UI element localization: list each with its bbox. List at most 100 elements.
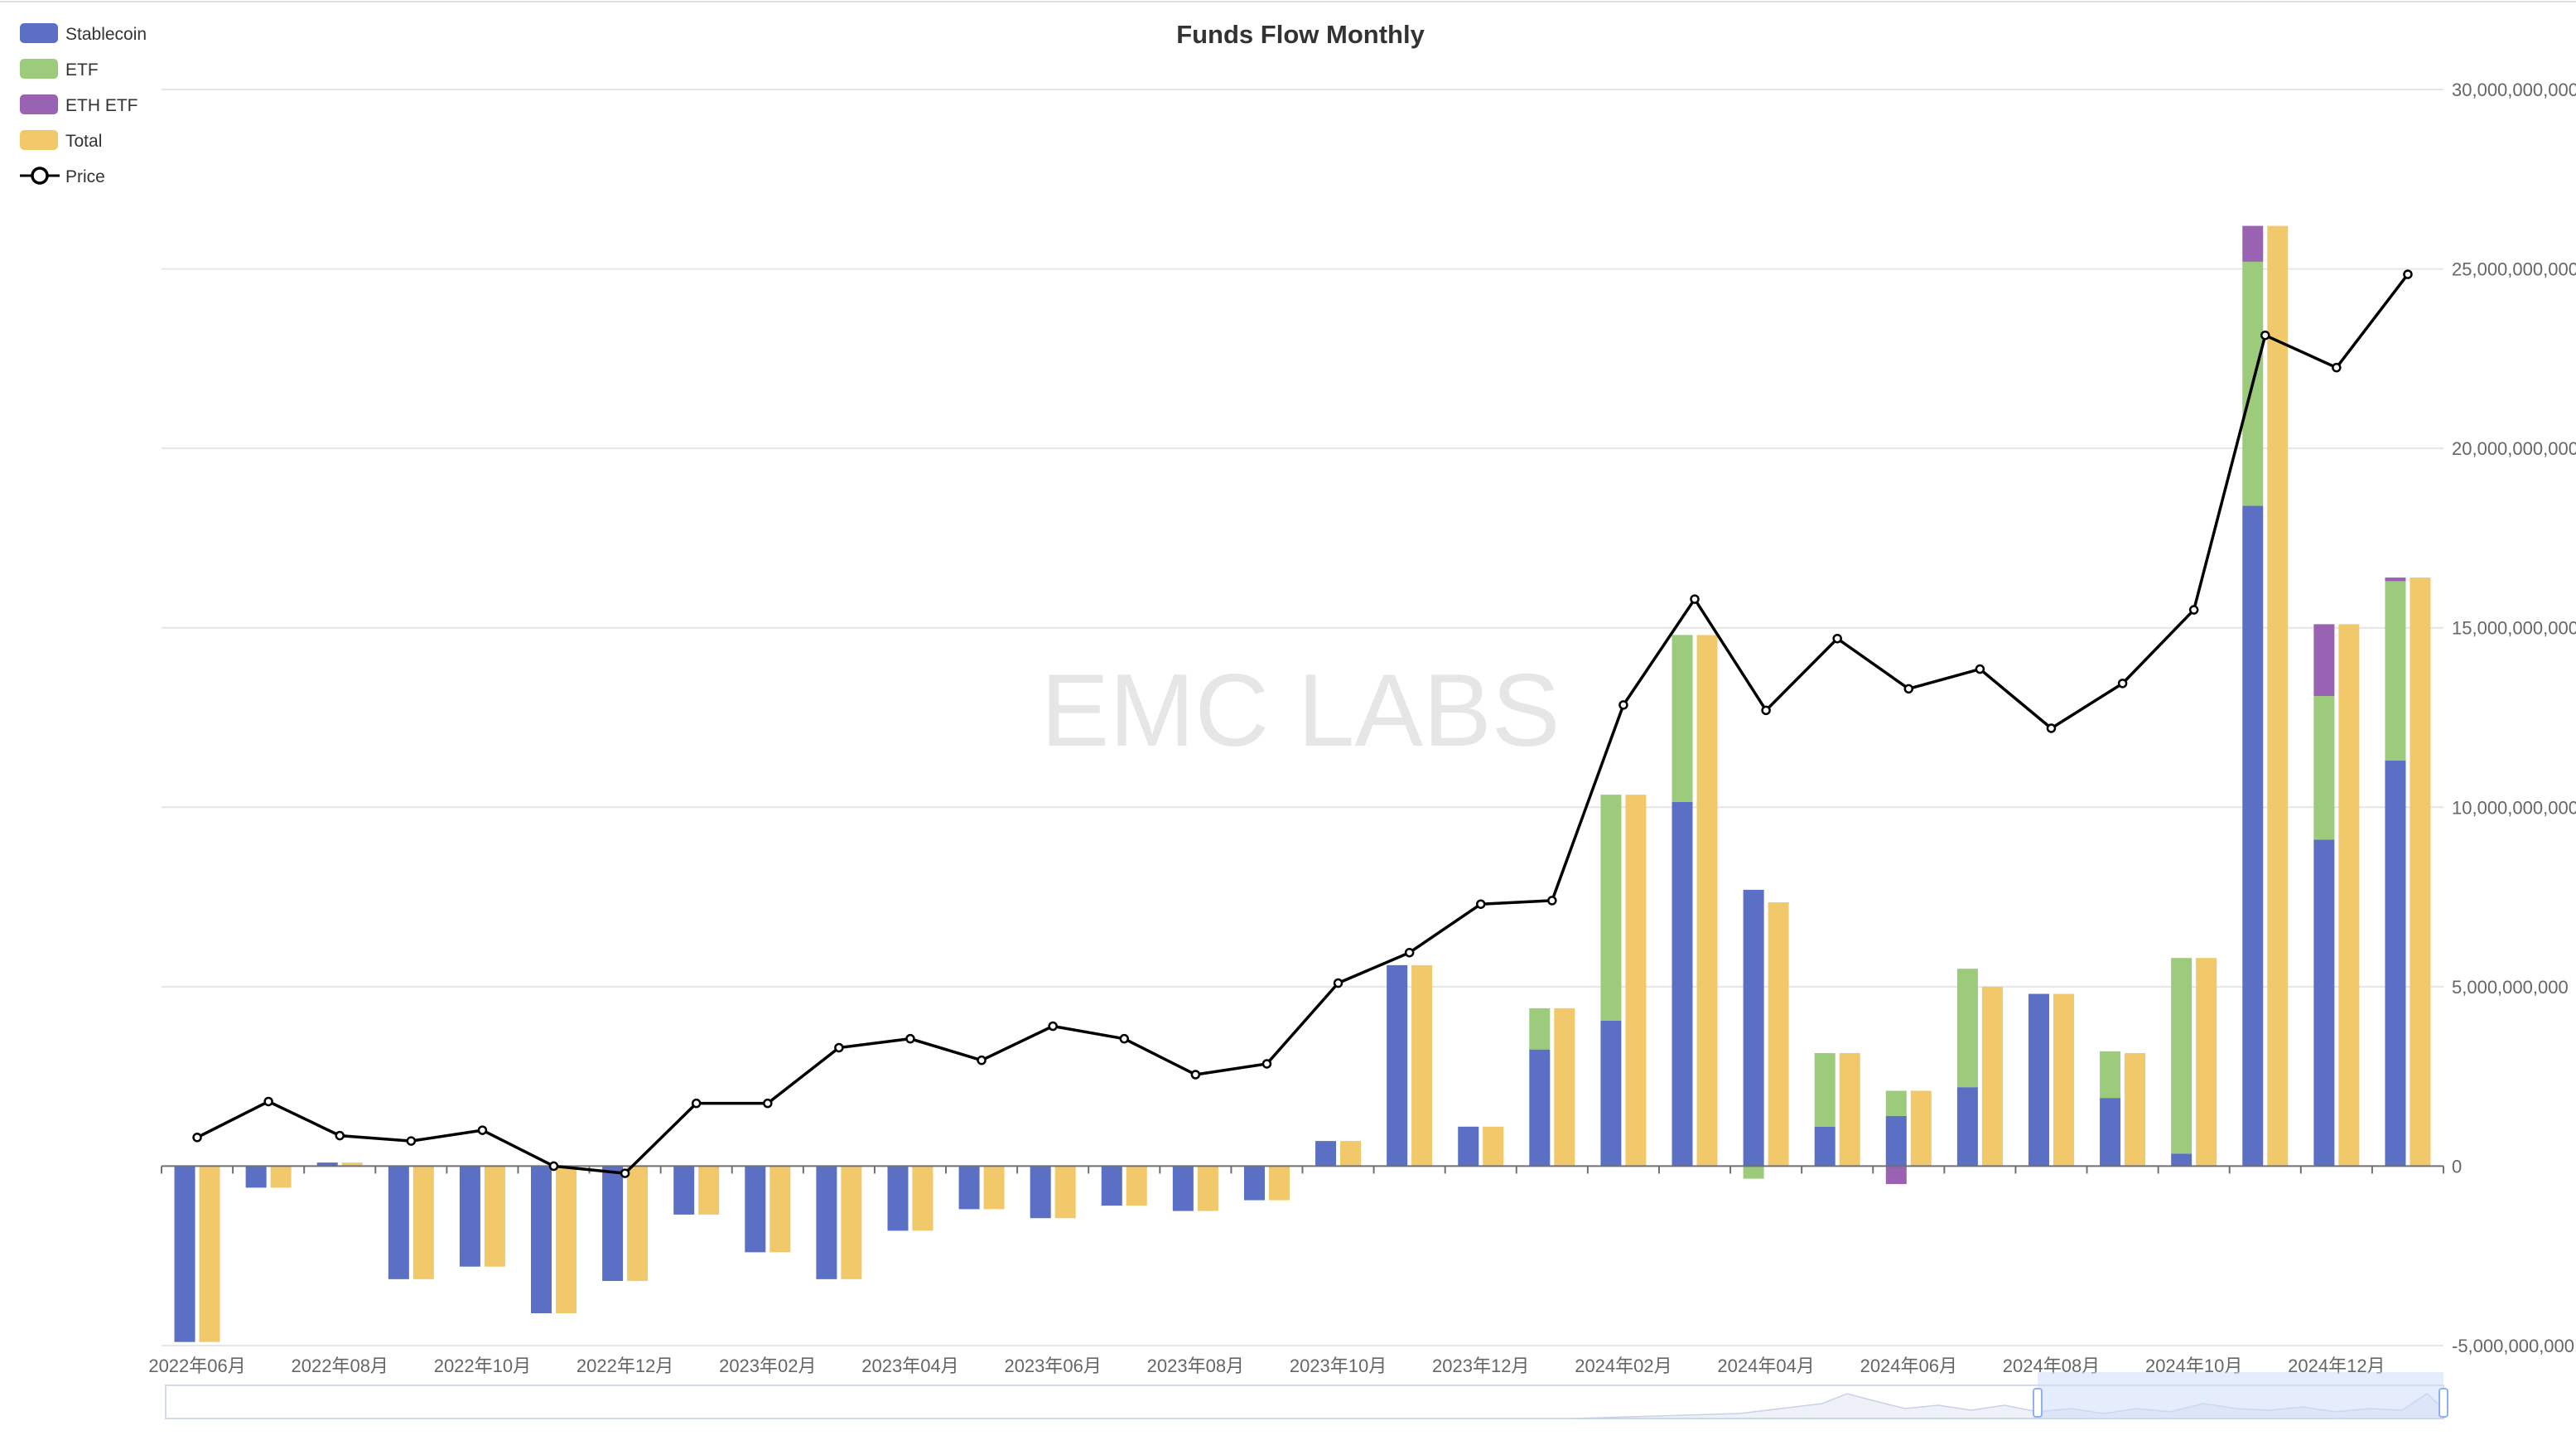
bar-stablecoin: [1030, 1166, 1051, 1219]
legend-label: ETH ETF: [65, 96, 138, 115]
x-tick-label: 2022年10月: [434, 1356, 531, 1376]
bar-total: [1268, 1166, 1290, 1201]
price-point: [1404, 947, 1415, 958]
watermark: EMC LABS: [1040, 654, 1560, 768]
bar-stablecoin: [1243, 1166, 1265, 1201]
bar-total: [484, 1166, 505, 1267]
bar-total: [1483, 1126, 1504, 1167]
bar-total: [2338, 624, 2360, 1167]
bar-total: [2053, 993, 2074, 1167]
x-tick-label: 2022年06月: [148, 1356, 245, 1376]
price-point: [2260, 330, 2270, 341]
legend-item-total[interactable]: Total: [20, 130, 102, 151]
legend-item-price[interactable]: Price: [20, 167, 105, 186]
bar-stablecoin: [1315, 1141, 1337, 1167]
bar-total: [1197, 1166, 1218, 1211]
price-point: [2046, 723, 2057, 733]
x-tick-label: 2024年06月: [1860, 1356, 1957, 1376]
grid-lines: [162, 89, 2443, 1346]
price-line: [192, 269, 2413, 1178]
bar-stablecoin: [1600, 1021, 1622, 1167]
price-point: [1761, 705, 1771, 716]
bar-eth-etf: [1885, 1166, 1907, 1185]
bar-stablecoin: [1672, 801, 1693, 1167]
bar-stablecoin: [174, 1166, 195, 1342]
bar-stablecoin: [2385, 760, 2406, 1167]
legend-item-eth-etf[interactable]: ETH ETF: [20, 94, 138, 115]
price-point: [2403, 269, 2413, 279]
price-point: [691, 1098, 702, 1109]
legend-item-stablecoin[interactable]: Stablecoin: [20, 23, 147, 44]
bar-total: [341, 1162, 363, 1167]
bar-total: [1768, 902, 1789, 1167]
bar-stablecoin: [816, 1166, 837, 1279]
data-zoom-slider[interactable]: [165, 1372, 2448, 1419]
bar-etf: [2171, 958, 2192, 1154]
bar-total: [270, 1166, 292, 1188]
bar-total: [1696, 635, 1718, 1167]
price-point: [548, 1161, 559, 1172]
x-tick-label: 2023年04月: [861, 1356, 958, 1376]
price-line-path: [196, 273, 2410, 1175]
y-tick-label: 15,000,000,000: [2452, 618, 2576, 639]
bar-total: [1625, 795, 1647, 1167]
bar-total: [1126, 1166, 1147, 1206]
y-tick-label: 0: [2452, 1156, 2462, 1177]
legend-swatch: [20, 130, 58, 150]
legend[interactable]: Stablecoin ETF ETH ETF Total Price: [20, 23, 147, 186]
price-point: [263, 1096, 273, 1107]
bar-etf: [2313, 696, 2335, 840]
price-point: [192, 1133, 202, 1143]
price-point: [406, 1136, 417, 1146]
price-point: [2188, 605, 2199, 615]
y-tick-label: 25,000,000,000: [2452, 259, 2576, 280]
bar-total: [412, 1166, 434, 1279]
legend-label: Total: [65, 132, 102, 151]
bar-stablecoin: [459, 1166, 480, 1267]
y-axis: -5,000,000,000 0 5,000,000,000 10,000,000,0…: [2452, 80, 2576, 1356]
x-tick-label: 2024年04月: [1717, 1356, 1814, 1376]
x-tick-label: 2024年02月: [1575, 1356, 1672, 1376]
price-point: [1618, 700, 1628, 710]
bar-stablecoin: [1101, 1166, 1122, 1206]
bar-stablecoin: [887, 1166, 909, 1231]
bar-stablecoin: [2028, 993, 2049, 1167]
bar-etf: [1885, 1090, 1907, 1116]
bar-total: [2125, 1052, 2146, 1167]
bar-total: [1054, 1166, 1076, 1219]
x-tick-label: 2023年02月: [719, 1356, 816, 1376]
bar-total: [2410, 578, 2431, 1167]
price-point: [1333, 978, 1343, 988]
data-zoom-selection[interactable]: [2038, 1372, 2443, 1418]
bar-eth-etf: [2242, 225, 2264, 262]
bar-total: [556, 1166, 577, 1314]
bar-total: [1910, 1090, 1932, 1167]
price-point: [1547, 896, 1557, 906]
data-zoom-handle-left[interactable]: [2033, 1388, 2043, 1418]
price-point: [1048, 1021, 1058, 1032]
price-point: [834, 1042, 844, 1053]
bar-total: [1839, 1052, 1860, 1167]
price-point: [1690, 594, 1700, 604]
bars: [174, 225, 2431, 1342]
bar-total: [199, 1166, 220, 1342]
bar-etf: [1600, 795, 1622, 1022]
price-point: [477, 1125, 488, 1135]
bar-stablecoin: [388, 1166, 409, 1279]
bar-total: [1554, 1008, 1575, 1167]
legend-item-etf[interactable]: ETF: [20, 59, 99, 80]
bar-eth-etf: [2313, 624, 2335, 697]
price-point: [620, 1168, 630, 1178]
x-tick-label: 2023年12月: [1432, 1356, 1529, 1376]
bar-total: [1340, 1141, 1362, 1167]
legend-label: Stablecoin: [65, 25, 147, 44]
legend-swatch: [20, 23, 58, 43]
bar-etf: [2100, 1051, 2121, 1099]
bar-etf: [1814, 1052, 1836, 1127]
bar-stablecoin: [531, 1166, 552, 1314]
price-point: [1903, 684, 1914, 694]
data-zoom-handle-right[interactable]: [2439, 1388, 2448, 1418]
bar-total: [627, 1166, 649, 1282]
bar-stablecoin: [673, 1166, 695, 1215]
